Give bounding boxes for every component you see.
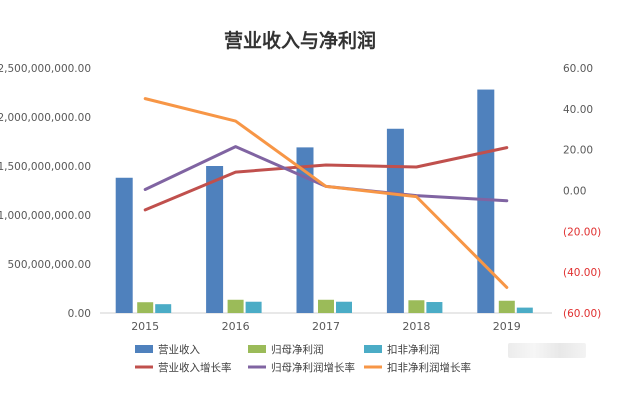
legend-swatch-bar-3 bbox=[364, 345, 382, 353]
left-tick-label: 0.00 bbox=[68, 308, 91, 320]
x-tick-label: 2019 bbox=[493, 320, 521, 333]
line-series-1 bbox=[143, 146, 509, 212]
bar-1 bbox=[115, 177, 133, 313]
x-tick-label: 2018 bbox=[402, 320, 430, 333]
bar-1 bbox=[296, 147, 314, 313]
x-tick-label: 2016 bbox=[222, 320, 250, 333]
right-tick-label: 40.00 bbox=[563, 104, 593, 116]
bar-2 bbox=[227, 299, 244, 313]
bar-3 bbox=[155, 304, 172, 313]
right-tick-label: 60.00 bbox=[563, 63, 593, 75]
legend-swatch-bar-1 bbox=[135, 345, 153, 353]
bar-2 bbox=[318, 299, 334, 313]
chart-title: 营业收入与净利润 bbox=[224, 29, 376, 52]
line-series-2 bbox=[143, 145, 509, 203]
x-tick-label: 2017 bbox=[312, 320, 340, 333]
right-tick-label: 20.00 bbox=[563, 145, 593, 157]
legend-label-line-2: 归母净利润增长率 bbox=[271, 361, 355, 374]
line-series-3 bbox=[143, 97, 509, 289]
bar-3 bbox=[336, 301, 352, 313]
legend-label-line-3: 扣非净利润增长率 bbox=[387, 361, 471, 374]
bar-1 bbox=[386, 128, 404, 313]
left-tick-label: 500,000,000.00 bbox=[8, 259, 92, 271]
legend-label-bar-1: 营业收入 bbox=[158, 343, 200, 356]
line-series-group bbox=[143, 97, 509, 289]
x-tick-label: 2015 bbox=[131, 320, 159, 333]
right-axis: (60.00) (40.00) (20.00) 0.00 20.00 40.00 60.00 bbox=[563, 63, 601, 320]
right-tick-label: 0.00 bbox=[563, 186, 586, 198]
bar-1 bbox=[206, 166, 224, 313]
bar-1 bbox=[477, 89, 495, 313]
bar-3 bbox=[516, 307, 533, 313]
right-tick-label: (40.00) bbox=[563, 267, 601, 279]
legend-swatch-bar-2 bbox=[248, 345, 266, 353]
bar-2 bbox=[137, 302, 154, 313]
bar-3 bbox=[426, 302, 443, 313]
bar-series-group bbox=[115, 89, 533, 313]
left-tick-label: 2,500,000,000.00 bbox=[0, 63, 91, 75]
legend-label-line-1: 营业收入增长率 bbox=[158, 361, 232, 374]
left-tick-label: 1,500,000,000.00 bbox=[0, 161, 91, 173]
legend-label-bar-2: 归母净利润 bbox=[271, 343, 324, 356]
legend-label-bar-3: 扣非净利润 bbox=[387, 343, 440, 356]
bar-2 bbox=[408, 300, 425, 313]
bar-2 bbox=[498, 300, 515, 313]
right-tick-label: (60.00) bbox=[563, 308, 601, 320]
left-tick-label: 2,000,000,000.00 bbox=[0, 112, 91, 124]
left-axis: 0.00 500,000,000.00 1,000,000,000.00 1,500,… bbox=[0, 63, 91, 320]
left-tick-label: 1,000,000,000.00 bbox=[0, 210, 91, 222]
right-tick-label: (20.00) bbox=[563, 226, 601, 238]
blurred-watermark bbox=[508, 343, 586, 358]
x-axis-labels: 2015 2016 2017 2018 2019 bbox=[131, 320, 521, 333]
bar-3 bbox=[245, 301, 262, 313]
